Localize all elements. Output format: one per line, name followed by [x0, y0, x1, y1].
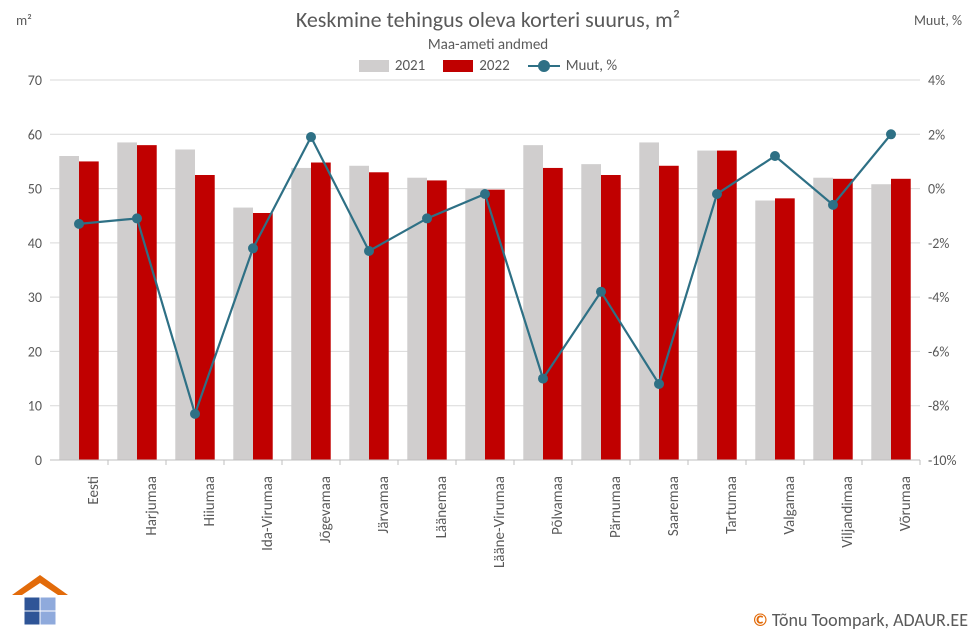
x-axis-label: Saaremaa — [665, 476, 683, 536]
svg-text:30: 30 — [28, 289, 42, 306]
legend-item-2022: 2022 — [443, 57, 509, 75]
attribution: © Tõnu Toompark, ADAUR.EE — [753, 609, 968, 631]
legend-line-icon — [528, 65, 560, 67]
y1-axis-unit: m² — [16, 12, 32, 29]
svg-text:-2%: -2% — [928, 235, 949, 252]
copyright-symbol: © — [753, 609, 768, 631]
svg-text:-6%: -6% — [928, 343, 949, 360]
svg-text:40: 40 — [28, 235, 42, 252]
x-axis-label: Valgamaa — [781, 476, 799, 535]
legend: 2021 2022 Muut, % — [0, 57, 976, 75]
x-axis-label: Põlvamaa — [549, 476, 567, 535]
svg-text:20: 20 — [28, 343, 42, 360]
legend-label-2021: 2021 — [395, 57, 425, 75]
plot-area: 010203040506070-10%-8%-6%-4%-2%0%2%4% — [50, 80, 920, 460]
svg-text:-10%: -10% — [928, 452, 957, 469]
x-axis-label: Harjumaa — [143, 476, 161, 536]
x-axis-label: Võrumaa — [897, 476, 915, 531]
svg-text:-4%: -4% — [928, 289, 949, 306]
chart-container: Keskmine tehingus oleva korteri suurus, … — [0, 0, 976, 637]
svg-text:0%: 0% — [928, 181, 945, 198]
legend-item-change: Muut, % — [528, 57, 617, 75]
x-axis-label: Pärnumaa — [607, 476, 625, 538]
x-axis-label: Eesti — [85, 476, 103, 505]
svg-text:60: 60 — [28, 126, 42, 143]
x-axis-label: Ida-Virumaa — [259, 476, 277, 551]
svg-text:50: 50 — [28, 181, 42, 198]
legend-item-2021: 2021 — [359, 57, 425, 75]
chart-title: Keskmine tehingus oleva korteri suurus, … — [0, 6, 976, 33]
svg-text:0: 0 — [35, 452, 42, 469]
legend-swatch-2021 — [359, 60, 389, 72]
svg-text:4%: 4% — [928, 72, 945, 89]
x-axis-label: Läänemaa — [433, 476, 451, 538]
y2-axis-unit: Muut, % — [914, 12, 962, 29]
svg-text:70: 70 — [28, 72, 42, 89]
svg-text:2%: 2% — [928, 126, 945, 143]
svg-text:10: 10 — [28, 398, 42, 415]
x-axis-label: Tartumaa — [723, 476, 741, 534]
adaur-logo-icon — [10, 573, 70, 627]
attribution-text: Tõnu Toompark, ADAUR.EE — [768, 609, 968, 631]
legend-swatch-2022 — [443, 60, 473, 72]
x-axis-label: Lääne-Virumaa — [491, 476, 509, 568]
legend-label-2022: 2022 — [479, 57, 509, 75]
chart-subtitle: Maa-ameti andmed — [0, 36, 976, 54]
x-axis-label: Järvamaa — [375, 476, 393, 533]
svg-text:-8%: -8% — [928, 398, 949, 415]
legend-label-change: Muut, % — [566, 57, 617, 75]
x-axis-label: Jõgevamaa — [317, 476, 335, 543]
x-axis-labels: Eesti Harjumaa Hiiumaa Ida-Virumaa Jõgevamaa… — [50, 470, 920, 600]
x-axis-label: Hiiumaa — [201, 476, 219, 526]
x-axis-label: Viljandimaa — [839, 476, 857, 548]
